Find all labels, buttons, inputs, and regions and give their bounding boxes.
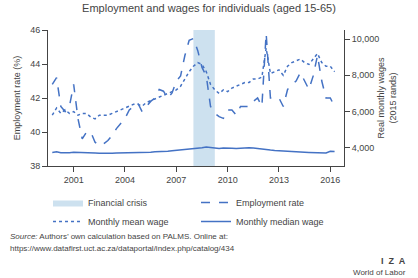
svg-text:2010: 2010 bbox=[218, 175, 238, 185]
svg-text:Financial crisis: Financial crisis bbox=[88, 198, 148, 208]
svg-text:2007: 2007 bbox=[166, 175, 186, 185]
svg-text:https://www.datafirst.uct.ac.z: https://www.datafirst.uct.ac.za/dataport… bbox=[10, 244, 235, 253]
svg-text:Employment rate (%): Employment rate (%) bbox=[12, 56, 22, 141]
svg-text:40: 40 bbox=[30, 127, 40, 137]
svg-text:2016: 2016 bbox=[320, 175, 340, 185]
svg-text:46: 46 bbox=[30, 25, 40, 35]
svg-text:World of Labor: World of Labor bbox=[353, 268, 406, 277]
svg-text:4,000: 4,000 bbox=[352, 143, 375, 153]
svg-text:Monthly median wage: Monthly median wage bbox=[236, 217, 324, 227]
svg-text:2001: 2001 bbox=[64, 175, 84, 185]
svg-text:42: 42 bbox=[30, 93, 40, 103]
svg-text:2004: 2004 bbox=[115, 175, 135, 185]
svg-text:44: 44 bbox=[30, 59, 40, 69]
svg-text:Source: Authors’ own calculati: Source: Authors’ own calculation based o… bbox=[10, 232, 228, 241]
svg-text:6,000: 6,000 bbox=[352, 107, 375, 117]
svg-text:Monthly mean wage: Monthly mean wage bbox=[88, 217, 169, 227]
svg-text:38: 38 bbox=[30, 161, 40, 171]
svg-text:Employment and wages for indiv: Employment and wages for individuals (ag… bbox=[82, 2, 336, 14]
svg-text:8,000: 8,000 bbox=[352, 70, 375, 80]
svg-text:2013: 2013 bbox=[269, 175, 289, 185]
svg-text:10,000: 10,000 bbox=[352, 34, 380, 44]
svg-text:Employment rate: Employment rate bbox=[236, 198, 304, 208]
svg-text:Real monthly wages(2015 rands): Real monthly wages(2015 rands) bbox=[376, 57, 398, 139]
svg-text:I Z A: I Z A bbox=[381, 256, 406, 266]
